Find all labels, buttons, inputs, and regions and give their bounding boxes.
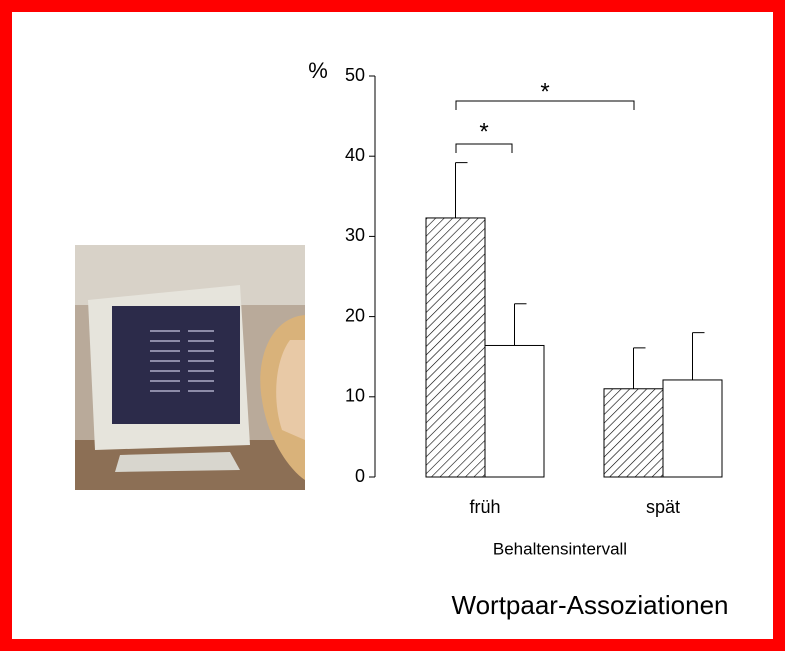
significance-marker: * bbox=[479, 118, 488, 145]
x-axis-label: Behaltensintervall bbox=[493, 539, 627, 558]
chart-title: Wortpaar-Assoziationen bbox=[452, 590, 729, 620]
y-tick-label: 30 bbox=[345, 225, 365, 245]
y-tick-label: 0 bbox=[355, 466, 365, 486]
y-tick-label: 40 bbox=[345, 145, 365, 165]
y-tick-label: 20 bbox=[345, 305, 365, 325]
y-tick-label: 50 bbox=[345, 65, 365, 85]
chart: % Behaltensintervall Wortpaar-Assoziatio… bbox=[0, 0, 785, 651]
photo bbox=[75, 245, 305, 490]
bar bbox=[604, 389, 663, 477]
x-tick-label: spät bbox=[646, 497, 680, 517]
bar bbox=[426, 218, 485, 477]
page: {"chart_data": {"type": "bar", "title": … bbox=[0, 0, 785, 651]
bar bbox=[663, 380, 722, 477]
y-axis-label: % bbox=[308, 58, 328, 83]
significance-marker: * bbox=[540, 78, 549, 105]
x-tick-label: früh bbox=[469, 497, 500, 517]
y-tick-label: 10 bbox=[345, 386, 365, 406]
bar bbox=[485, 345, 544, 477]
